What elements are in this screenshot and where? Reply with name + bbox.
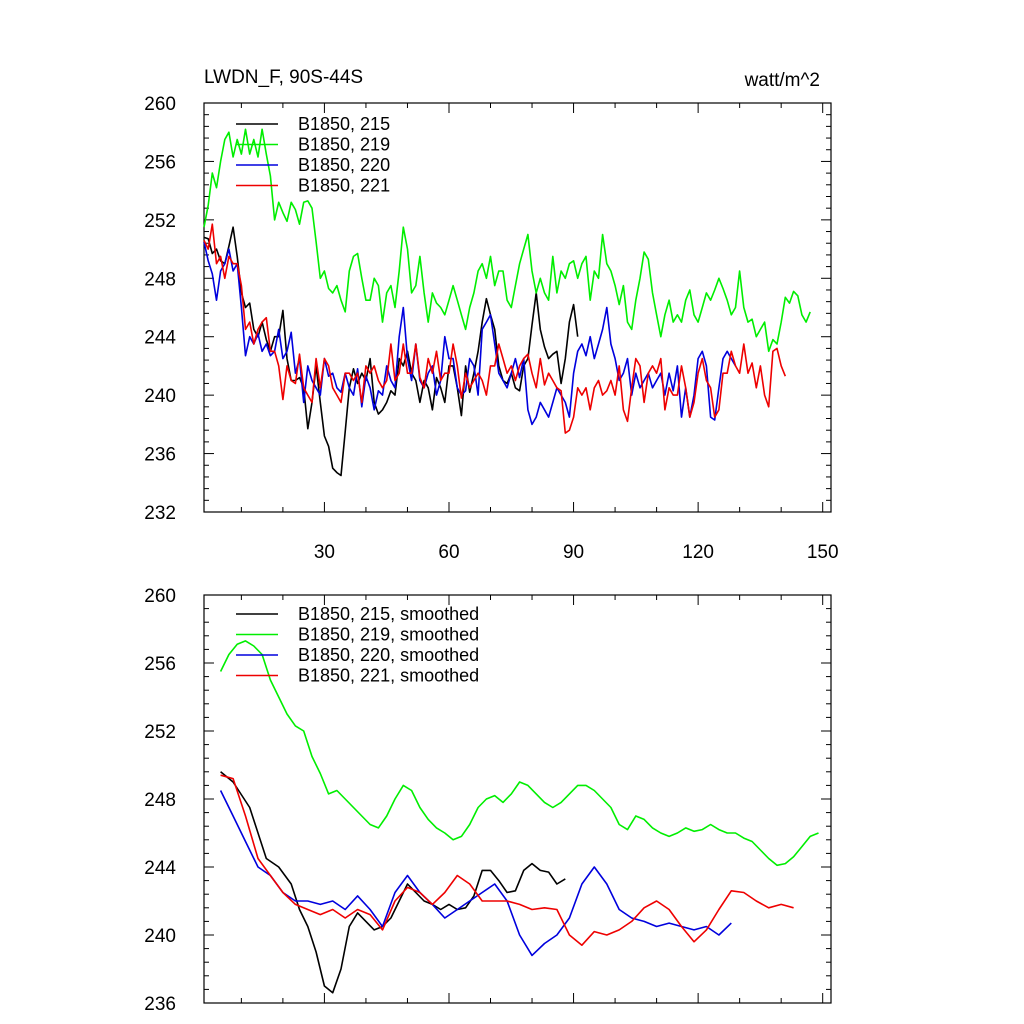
- y-tick-label: 236: [144, 994, 176, 1015]
- x-tick-label: 90: [563, 542, 584, 563]
- y-tick-label: 252: [144, 211, 176, 232]
- legend-label: B1850, 220: [298, 155, 390, 175]
- legend-label: B1850, 221: [298, 176, 390, 196]
- series-line-bottom-4: [220, 774, 794, 947]
- x-tick-label: 60: [438, 542, 459, 563]
- legend-label: B1850, 215, smoothed: [298, 604, 479, 624]
- y-tick-label: 240: [144, 386, 176, 407]
- y-tick-label: 244: [144, 328, 176, 349]
- y-tick-label: 248: [144, 269, 176, 290]
- series-line-bottom-1: [220, 771, 566, 994]
- x-tick-label: 30: [314, 542, 335, 563]
- y-tick-label: 256: [144, 654, 176, 675]
- y-tick-label: 244: [144, 858, 176, 879]
- y-tick-label: 232: [144, 503, 176, 524]
- bottom-chart-panel: 236 240 244 248 252 256 260 B1850, 215, smoothe…: [144, 586, 832, 1015]
- series-line-bottom-2: [219, 640, 819, 867]
- x-tick-label: 150: [807, 542, 839, 563]
- series-line-top-3: [203, 241, 737, 426]
- legend-label: B1850, 215: [298, 114, 390, 134]
- series-line-top-2: [203, 128, 811, 353]
- legend-label: B1850, 219: [298, 135, 390, 155]
- legend-label: B1850, 219, smoothed: [298, 625, 479, 645]
- series-line-top-1: [203, 226, 579, 477]
- top-chart-panel: 232 236 240 244 248 252 256 260 30 60 90 120 150 B185…: [144, 94, 838, 563]
- y-tick-label: 260: [144, 586, 176, 607]
- y-tick-label: 260: [144, 94, 176, 115]
- legend-label: B1850, 221, smoothed: [298, 666, 479, 686]
- series-line-top-4: [203, 223, 787, 434]
- y-tick-label: 240: [144, 926, 176, 947]
- legend-label: B1850, 220, smoothed: [298, 645, 479, 665]
- y-tick-label: 256: [144, 152, 176, 173]
- plot-frame: [203, 102, 832, 513]
- y-tick-label: 248: [144, 790, 176, 811]
- series-line-bottom-3: [219, 790, 732, 957]
- y-tick-label: 252: [144, 722, 176, 743]
- units-label: watt/m^2: [744, 70, 820, 91]
- x-tick-label: 120: [682, 542, 714, 563]
- y-tick-label: 236: [144, 445, 176, 466]
- chart-title: LWDN_F, 90S-44S: [204, 67, 363, 88]
